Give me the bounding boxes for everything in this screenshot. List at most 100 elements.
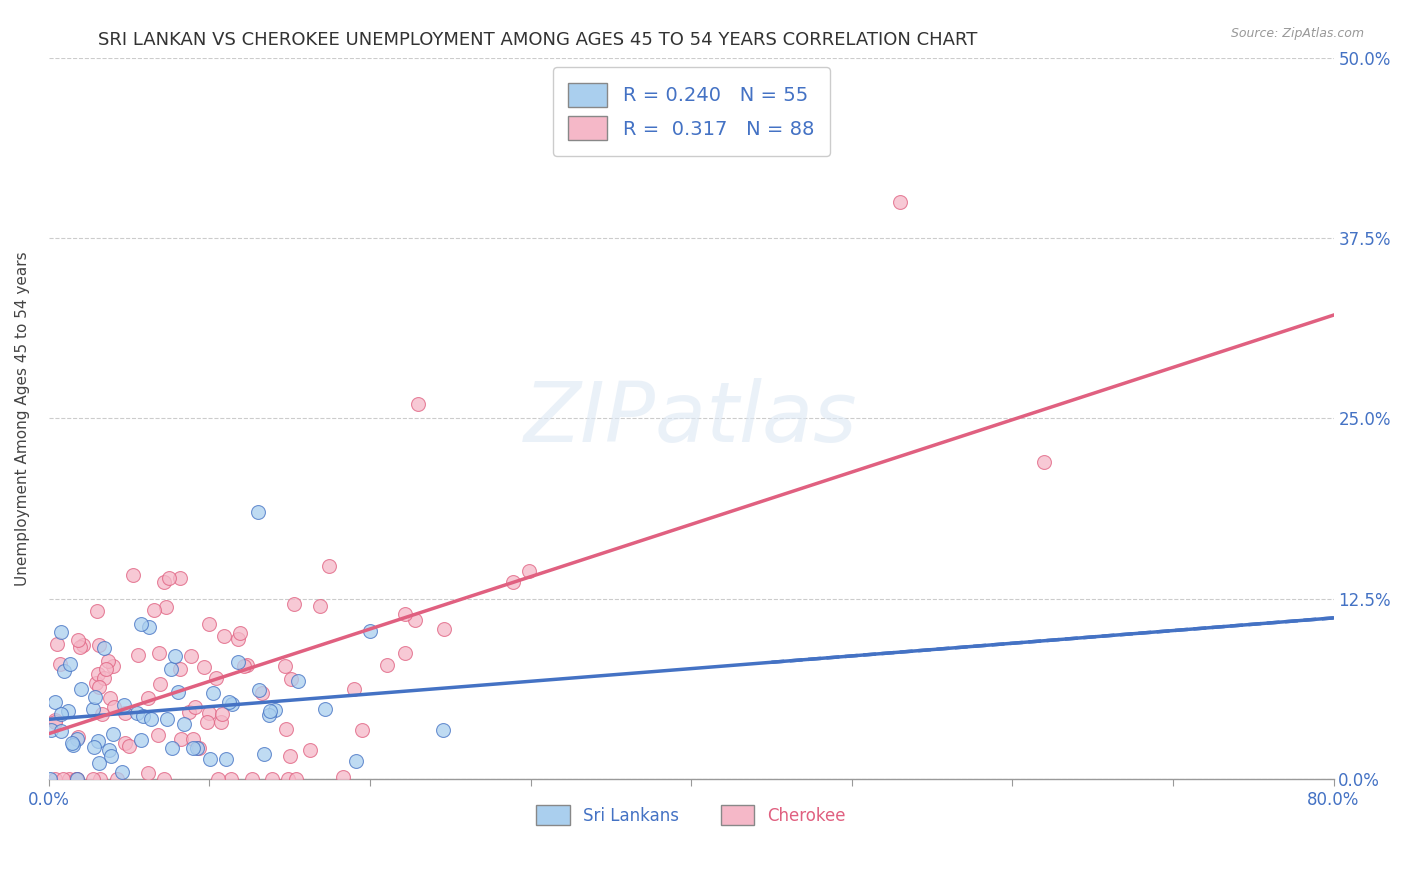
Point	[218, 695, 240, 709]
Point	[309, 599, 332, 613]
Point	[517, 564, 540, 578]
Point	[207, 772, 229, 786]
Point	[394, 646, 416, 660]
Point	[53, 664, 76, 678]
Point	[159, 662, 181, 676]
Point	[112, 698, 135, 713]
Point	[100, 749, 122, 764]
Point	[86, 604, 108, 618]
Legend: Sri Lankans, Cherokee: Sri Lankans, Cherokee	[526, 795, 856, 836]
Point	[156, 712, 179, 726]
Point	[253, 747, 276, 761]
Point	[184, 700, 207, 714]
Point	[49, 624, 72, 639]
Point	[359, 624, 381, 638]
Point	[215, 752, 238, 766]
Point	[49, 657, 72, 672]
Point	[232, 659, 254, 673]
Point	[211, 707, 233, 722]
Point	[66, 633, 89, 648]
Point	[278, 748, 301, 763]
Point	[89, 756, 111, 771]
Point	[39, 772, 62, 786]
Point	[181, 741, 204, 756]
Point	[69, 640, 91, 654]
Point	[180, 649, 202, 664]
Point	[280, 672, 302, 686]
Point	[44, 714, 66, 729]
Point	[66, 772, 89, 786]
Point	[91, 707, 114, 722]
Point	[262, 772, 284, 786]
Point	[118, 739, 141, 753]
Point	[51, 706, 73, 721]
Point	[103, 699, 125, 714]
Point	[169, 662, 191, 676]
Point	[350, 723, 373, 737]
Point	[82, 772, 104, 786]
Point	[314, 702, 336, 716]
Point	[132, 709, 155, 723]
Point	[83, 690, 105, 704]
Point	[235, 658, 257, 673]
Point	[65, 772, 87, 786]
Point	[155, 599, 177, 614]
Point	[93, 671, 115, 685]
Point	[101, 658, 124, 673]
Point	[105, 772, 128, 786]
Point	[198, 752, 221, 766]
Point	[62, 739, 84, 753]
Point	[432, 723, 454, 738]
Point	[285, 772, 308, 786]
Point	[318, 559, 340, 574]
Point	[138, 620, 160, 634]
Point	[226, 655, 249, 669]
Point	[209, 714, 232, 729]
Point	[114, 706, 136, 720]
Text: SRI LANKAN VS CHEROKEE UNEMPLOYMENT AMONG AGES 45 TO 54 YEARS CORRELATION CHART: SRI LANKAN VS CHEROKEE UNEMPLOYMENT AMON…	[98, 31, 977, 49]
Point	[41, 723, 63, 738]
Point	[343, 682, 366, 697]
Point	[52, 772, 75, 786]
Point	[122, 568, 145, 582]
Point	[212, 629, 235, 643]
Point	[242, 772, 264, 786]
Point	[274, 723, 297, 737]
Point	[228, 626, 250, 640]
Text: Source: ZipAtlas.com: Source: ZipAtlas.com	[1230, 27, 1364, 40]
Point	[204, 671, 226, 685]
Point	[173, 716, 195, 731]
Point	[49, 724, 72, 739]
Point	[274, 658, 297, 673]
Point	[188, 740, 211, 755]
Point	[202, 685, 225, 699]
Point	[87, 638, 110, 652]
Point	[404, 613, 426, 627]
Point	[152, 772, 174, 786]
Point	[87, 667, 110, 681]
Point	[157, 571, 180, 585]
Point	[87, 734, 110, 748]
Point	[394, 607, 416, 621]
Point	[259, 704, 281, 718]
Point	[58, 704, 80, 718]
Point	[146, 727, 169, 741]
Point	[127, 706, 149, 721]
Point	[129, 732, 152, 747]
Point	[72, 638, 94, 652]
Point	[149, 677, 172, 691]
Point	[45, 637, 67, 651]
Point	[406, 397, 429, 411]
Point	[89, 772, 111, 786]
Point	[153, 574, 176, 589]
Point	[889, 194, 911, 209]
Text: ZIPatlas: ZIPatlas	[524, 378, 858, 458]
Point	[277, 772, 299, 786]
Point	[283, 597, 305, 611]
Point	[60, 736, 83, 750]
Point	[198, 617, 221, 632]
Point	[332, 770, 354, 784]
Point	[114, 735, 136, 749]
Point	[136, 691, 159, 706]
Point	[59, 657, 82, 672]
